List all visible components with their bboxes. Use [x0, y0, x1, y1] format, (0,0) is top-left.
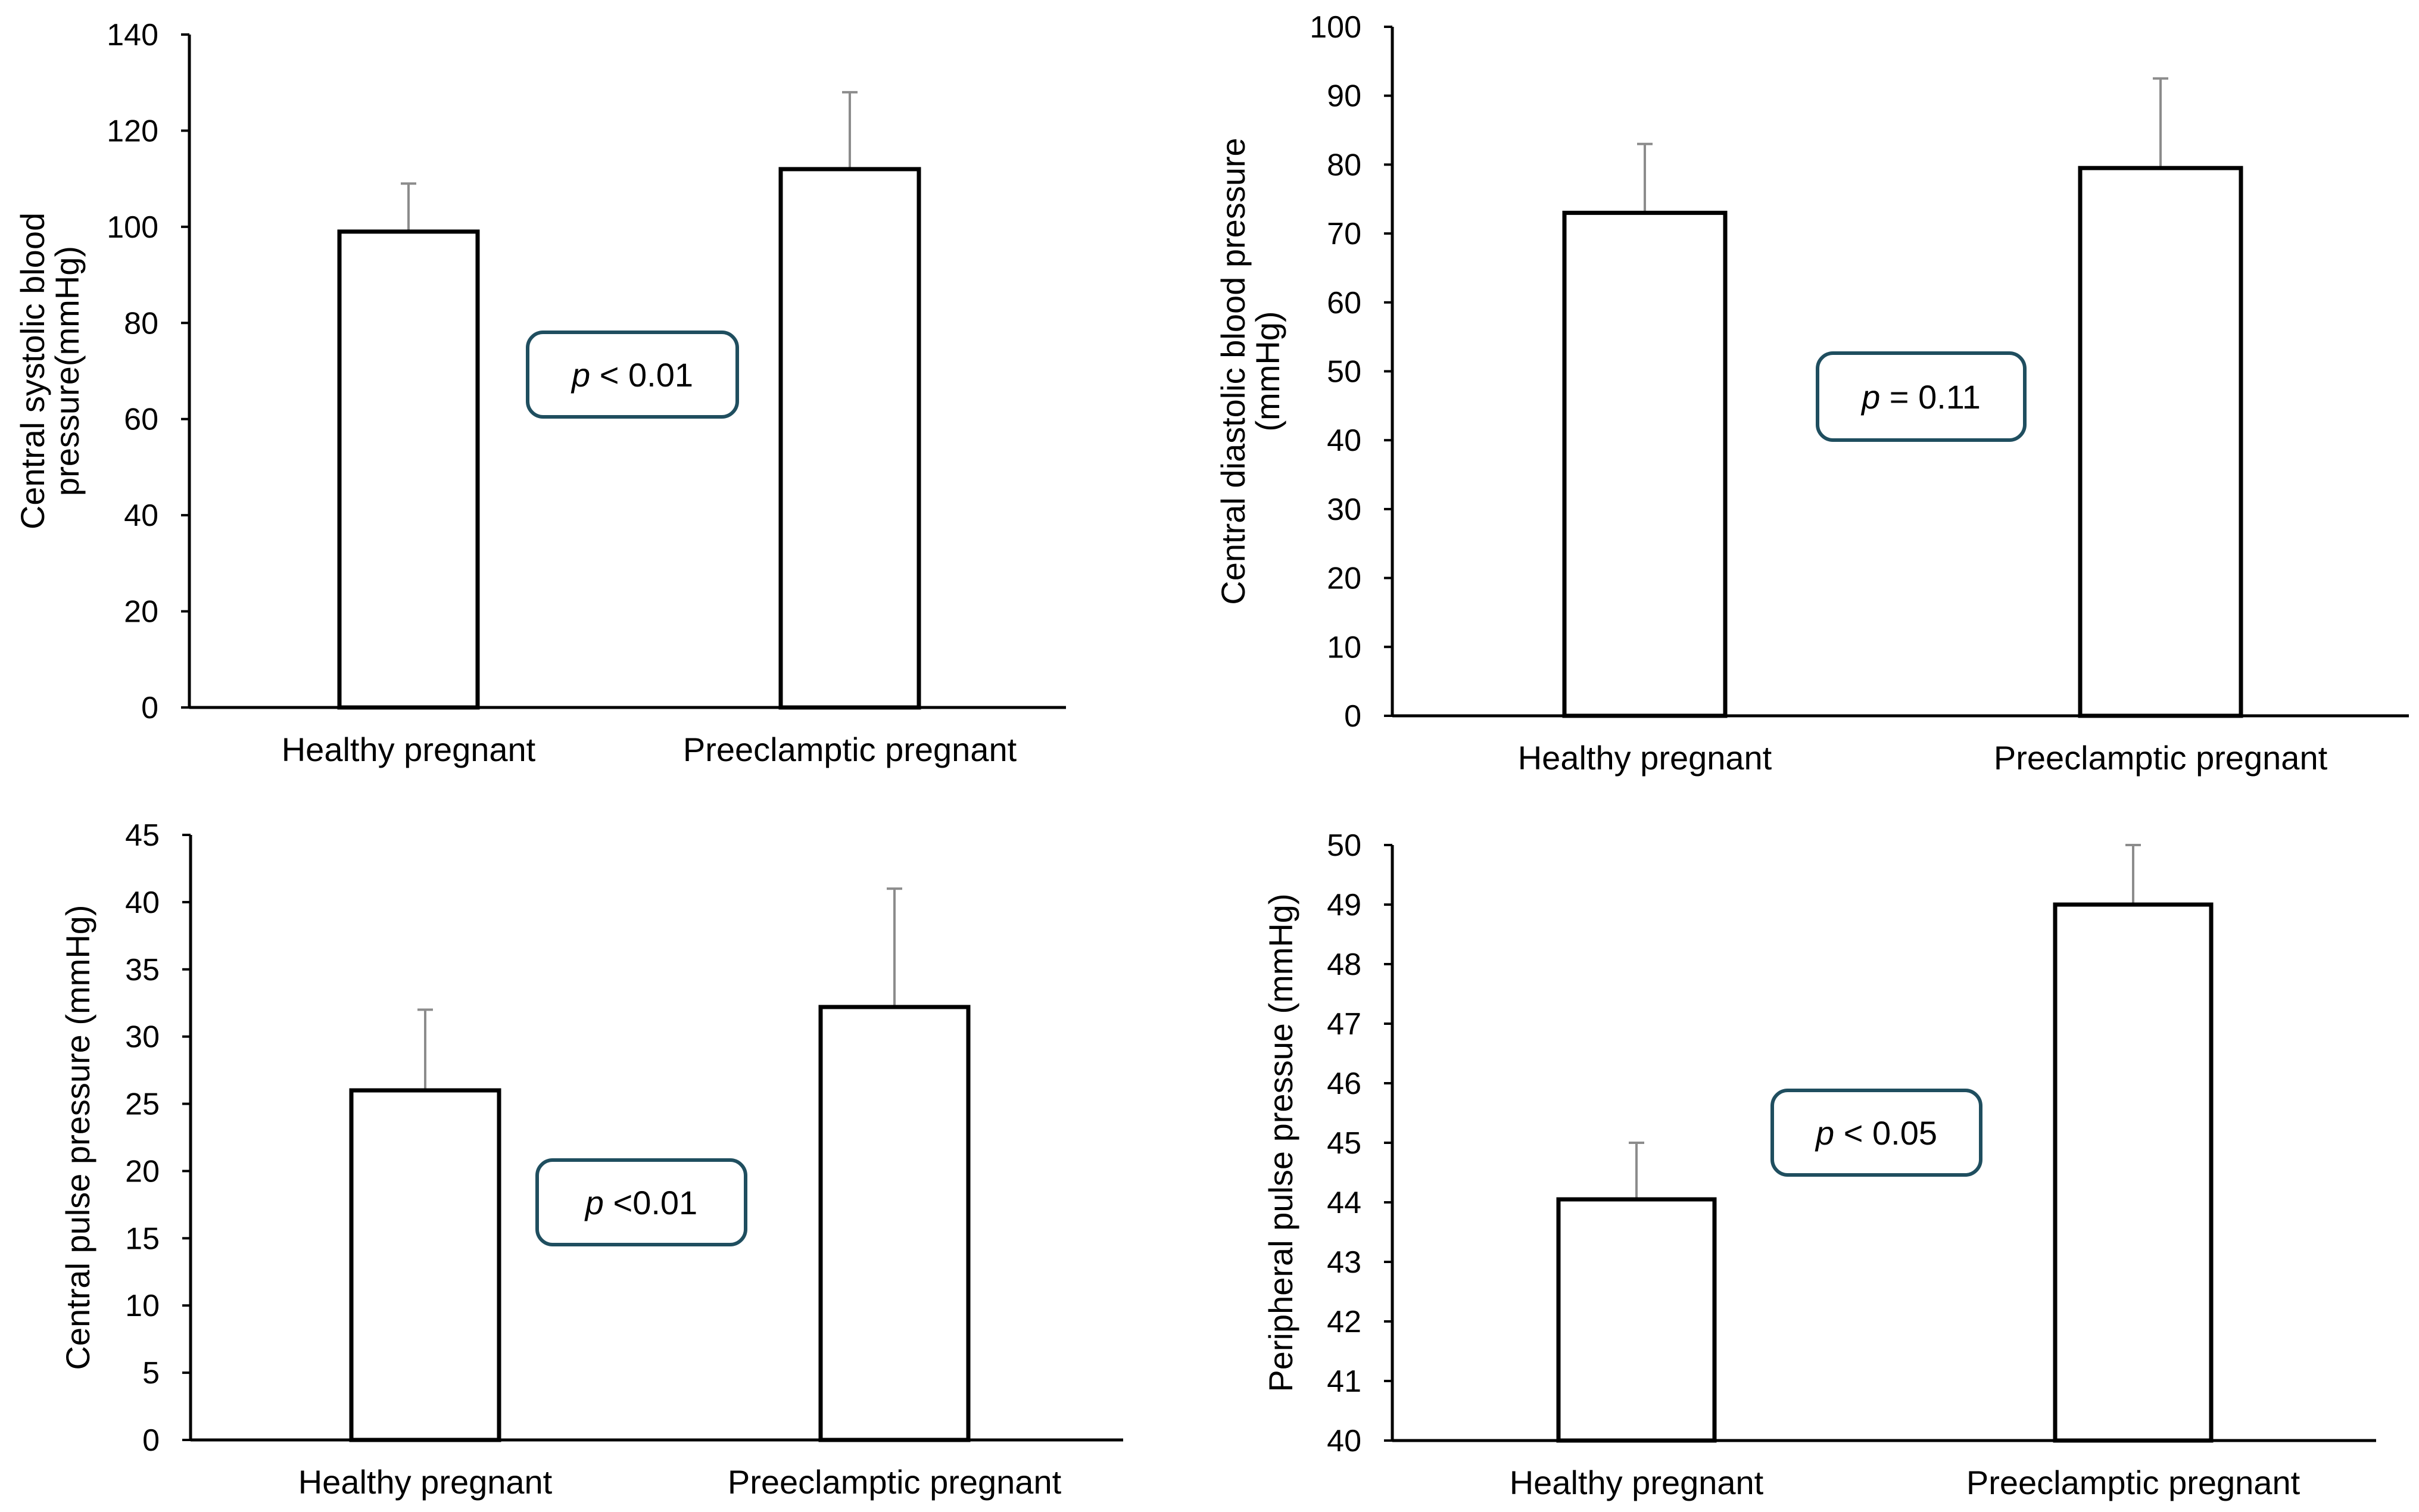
p-value-label: p < 0.05 [1815, 1114, 1937, 1152]
y-tick-label: 60 [1327, 286, 1361, 320]
bar-healthy [349, 1088, 501, 1442]
chart-panel-diastolic: 0 10 20 30 40 50 60 70 80 90 100 Healthy pregnant Pr… [1214, 10, 2409, 777]
y-tick-label: 40 [1327, 1424, 1361, 1458]
p-value-label: p <0.01 [584, 1184, 697, 1221]
p-value-label: p = 0.11 [1860, 378, 1981, 416]
y-tick-label: 80 [1327, 148, 1361, 182]
y-tick-label: 60 [124, 403, 158, 437]
y-tick-label: 100 [1310, 10, 1361, 45]
x-category-label: Healthy pregnant [1510, 1464, 1764, 1501]
y-tick-label: 10 [125, 1289, 160, 1323]
bar-preeclamptic [778, 167, 921, 710]
y-tick-label: 120 [107, 114, 158, 148]
y-tick-label: 25 [125, 1087, 160, 1122]
y-tick-label: 40 [125, 886, 160, 920]
chart-panel-peripheral-pulse: 40 41 42 43 44 45 46 47 48 49 50 Healthy pregnant Pr… [1262, 828, 2376, 1501]
y-tick-label: 35 [125, 953, 160, 987]
y-tick-label: 70 [1327, 217, 1361, 251]
y-tick-label: 100 [107, 210, 158, 245]
y-tick-label: 45 [125, 818, 160, 853]
y-tick-label: 10 [1327, 630, 1361, 665]
y-tick-label: 15 [125, 1221, 160, 1256]
chart-panel-central-pulse: 0 5 10 15 20 25 30 35 40 45 Healthy pregnant Preecl… [59, 818, 1123, 1501]
x-category-label: Healthy pregnant [298, 1463, 553, 1501]
p-value-box [1816, 351, 2027, 442]
bar-healthy [1556, 1197, 1717, 1443]
y-tick-label: 50 [1327, 355, 1361, 389]
x-category-label: Healthy pregnant [1518, 739, 1772, 777]
bar-healthy [1562, 210, 1728, 718]
y-tick-label: 20 [124, 595, 158, 629]
bar-preeclamptic [2078, 166, 2243, 718]
y-axis-title: Central diastolic blood pressure [1214, 138, 1252, 604]
y-tick-label: 30 [1327, 492, 1361, 527]
bar-preeclamptic [2053, 902, 2214, 1443]
y-tick-label: 43 [1327, 1245, 1361, 1280]
y-tick-label: 46 [1327, 1067, 1361, 1101]
y-tick-label: 20 [1327, 562, 1361, 596]
y-tick-label: 0 [141, 691, 158, 725]
p-value-box [535, 1158, 747, 1246]
y-axis-title: Central systolic blood [14, 213, 51, 529]
y-tick-label: 30 [125, 1020, 160, 1055]
y-axis-title: Central pulse pressure (mmHg) [59, 905, 96, 1370]
y-tick-label: 45 [1327, 1126, 1361, 1161]
y-tick-label: 41 [1327, 1364, 1361, 1399]
p-value-box [1770, 1089, 1982, 1177]
y-tick-label: 0 [1344, 699, 1361, 734]
y-axis-title: Peripheral pulse pressue (mmHg) [1262, 893, 1299, 1392]
x-category-label: Preeclamptic pregnant [1966, 1464, 2300, 1501]
y-tick-label: 40 [124, 498, 158, 533]
y-tick-label: 48 [1327, 947, 1361, 982]
y-tick-label: 50 [1327, 828, 1361, 863]
y-tick-label: 44 [1327, 1186, 1361, 1220]
y-tick-label: 49 [1327, 888, 1361, 922]
x-category-label: Preeclamptic pregnant [728, 1463, 1062, 1501]
bar-preeclamptic [818, 1005, 971, 1442]
y-tick-label: 0 [142, 1423, 160, 1458]
y-tick-label: 42 [1327, 1305, 1361, 1339]
y-tick-label: 5 [142, 1356, 160, 1391]
y-tick-label: 90 [1327, 79, 1361, 114]
y-tick-label: 20 [125, 1154, 160, 1189]
y-tick-label: 40 [1327, 423, 1361, 458]
y-axis-title: pressure(mmHg) [48, 246, 86, 496]
p-value-box [526, 331, 739, 419]
x-category-label: Preeclamptic pregnant [683, 731, 1017, 768]
y-tick-label: 140 [107, 18, 158, 52]
x-category-label: Healthy pregnant [282, 731, 536, 768]
y-axis-title: (mmHg) [1249, 311, 1286, 431]
bar-healthy [337, 229, 480, 710]
p-value-label: p < 0.01 [571, 356, 693, 394]
y-tick-label: 80 [124, 306, 158, 341]
y-tick-label: 47 [1327, 1007, 1361, 1042]
chart-panel-systolic: 0 20 40 60 80 100 120 140 Healthy pregnant Preecl… [14, 18, 1066, 768]
x-category-label: Preeclamptic pregnant [1994, 739, 2328, 777]
